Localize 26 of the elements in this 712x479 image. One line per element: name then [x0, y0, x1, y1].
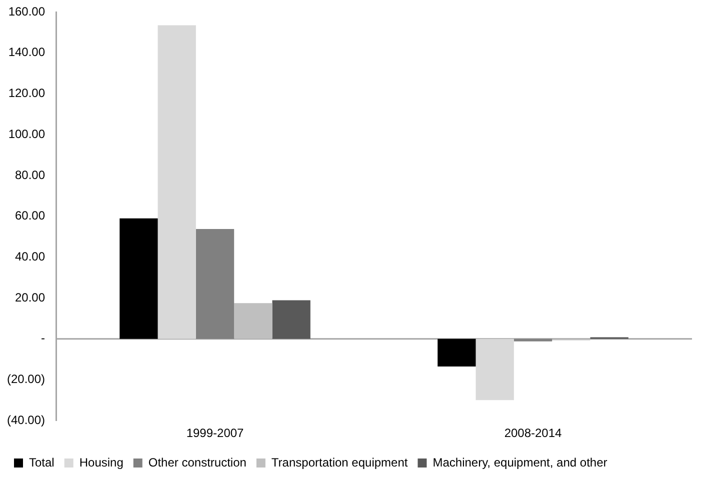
- bar: [514, 338, 552, 342]
- y-tick-label: 100.00: [8, 126, 46, 141]
- legend-label: Total: [29, 455, 54, 470]
- bar: [196, 228, 234, 339]
- legend-label: Machinery, equipment, and other: [432, 455, 608, 470]
- bar: [438, 338, 476, 366]
- y-tick-label: 80.00: [14, 168, 46, 182]
- x-tick-label: 2008-2014: [504, 426, 562, 440]
- y-tick-label: 160.00: [8, 4, 46, 18]
- legend-label: Transportation equipment: [271, 455, 408, 470]
- y-tick-label: 20.00: [14, 290, 46, 304]
- y-tick-label: (20.00): [6, 372, 46, 386]
- bar: [234, 303, 272, 339]
- y-tick-label: 40.00: [14, 249, 46, 264]
- legend-label: Other construction: [148, 455, 246, 470]
- bar: [120, 218, 158, 339]
- y-tick-label: -: [41, 331, 46, 346]
- legend-label: Housing: [79, 455, 124, 470]
- y-tick-label: 120.00: [8, 86, 46, 100]
- y-tick-label: (40.00): [6, 412, 46, 427]
- y-tick-label: 140.00: [8, 45, 46, 60]
- bar: [476, 338, 514, 400]
- bar: [158, 25, 196, 339]
- bar: [272, 300, 310, 339]
- x-tick-label: 1999-2007: [186, 426, 244, 440]
- y-tick-label: 60.00: [14, 208, 46, 223]
